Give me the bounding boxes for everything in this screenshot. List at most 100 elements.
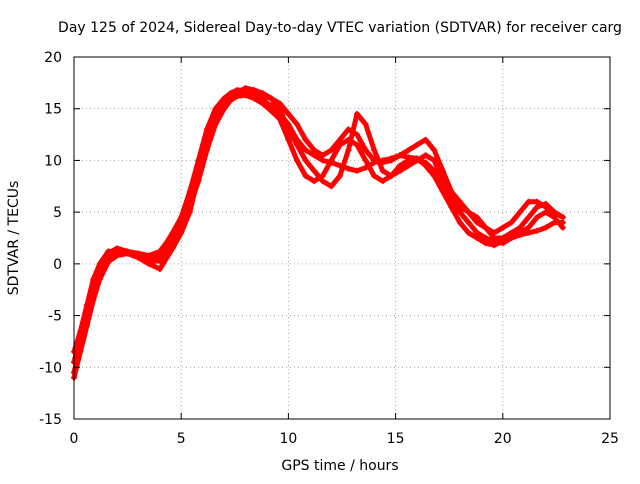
series-line bbox=[71, 85, 566, 381]
data-point bbox=[388, 172, 395, 179]
data-point bbox=[345, 126, 352, 133]
y-tick-label: 20 bbox=[44, 50, 62, 66]
data-point bbox=[534, 198, 541, 205]
plot-frame bbox=[73, 56, 611, 420]
data-point bbox=[96, 276, 103, 283]
data-point bbox=[203, 141, 210, 148]
data-point bbox=[293, 141, 300, 148]
data-point bbox=[354, 141, 361, 148]
data-point bbox=[465, 229, 472, 236]
y-tick-label: -10 bbox=[39, 360, 62, 376]
data-point bbox=[302, 172, 309, 179]
x-tick-label: 25 bbox=[601, 431, 619, 447]
data-point bbox=[90, 297, 97, 304]
data-point bbox=[268, 107, 275, 114]
data-point bbox=[362, 147, 369, 154]
data-point bbox=[242, 85, 249, 92]
data-point bbox=[508, 219, 515, 226]
data-point bbox=[491, 235, 498, 241]
data-point bbox=[396, 167, 403, 174]
data-point bbox=[422, 159, 429, 166]
data-point bbox=[534, 214, 541, 221]
data-point bbox=[396, 152, 403, 159]
tick-marks bbox=[73, 56, 611, 420]
data-point bbox=[178, 229, 185, 236]
data-point bbox=[96, 260, 103, 267]
data-point bbox=[163, 255, 170, 262]
data-point bbox=[414, 141, 421, 148]
data-point bbox=[311, 167, 318, 174]
data-point bbox=[336, 136, 343, 143]
data-point bbox=[212, 105, 219, 112]
data-point bbox=[336, 172, 343, 179]
data-point bbox=[405, 157, 412, 164]
x-axis-label: GPS time / hours bbox=[281, 458, 398, 474]
x-axis-tick-labels: 0 5 10 15 20 25 bbox=[70, 431, 619, 447]
data-point bbox=[233, 90, 240, 97]
data-point bbox=[516, 209, 523, 216]
data-point bbox=[328, 157, 335, 164]
data-point bbox=[302, 136, 309, 143]
data-point bbox=[336, 141, 343, 148]
data-point bbox=[508, 235, 515, 241]
data-point bbox=[285, 110, 292, 117]
data-point bbox=[508, 229, 515, 236]
data-point bbox=[448, 193, 455, 200]
data-point bbox=[465, 219, 472, 226]
data-point bbox=[221, 105, 228, 112]
data-point bbox=[90, 276, 97, 283]
data-point bbox=[83, 302, 90, 309]
data-point bbox=[534, 227, 541, 234]
data-point bbox=[105, 248, 112, 255]
data-point bbox=[302, 157, 309, 164]
data-point bbox=[388, 157, 395, 164]
data-point bbox=[559, 214, 566, 221]
data-point bbox=[474, 235, 481, 241]
data-point bbox=[156, 257, 163, 264]
data-point bbox=[542, 200, 549, 207]
x-tick-label: 20 bbox=[494, 431, 512, 447]
y-axis-label: SDTVAR / TECUs bbox=[6, 181, 22, 296]
data-point bbox=[422, 152, 429, 159]
data-point bbox=[379, 167, 386, 174]
data-point bbox=[319, 178, 326, 185]
data-point bbox=[354, 110, 361, 117]
data-point bbox=[439, 178, 446, 185]
y-tick-label: 10 bbox=[44, 153, 62, 169]
data-point bbox=[105, 258, 112, 265]
data-point bbox=[203, 126, 210, 133]
data-point bbox=[77, 328, 84, 335]
data-point bbox=[186, 209, 193, 216]
data-point bbox=[212, 121, 219, 128]
data-point bbox=[285, 136, 292, 143]
data-point bbox=[276, 105, 283, 112]
data-point bbox=[156, 248, 163, 255]
data-point bbox=[354, 167, 361, 174]
data-point bbox=[371, 172, 378, 179]
data-point bbox=[195, 172, 202, 179]
series-line bbox=[71, 92, 566, 355]
data-point bbox=[124, 250, 131, 257]
data-point bbox=[405, 147, 412, 154]
data-point bbox=[83, 322, 90, 329]
data-point bbox=[354, 131, 361, 138]
data-point bbox=[456, 219, 463, 226]
data-point bbox=[405, 162, 412, 169]
data-point bbox=[431, 147, 438, 154]
y-tick-label: 5 bbox=[53, 205, 62, 221]
data-point bbox=[414, 157, 421, 164]
series-track-d bbox=[71, 85, 566, 381]
data-point bbox=[534, 203, 541, 210]
data-point bbox=[319, 152, 326, 159]
x-tick-label: 10 bbox=[279, 431, 297, 447]
data-point bbox=[268, 95, 275, 102]
data-point bbox=[251, 87, 258, 94]
data-point bbox=[551, 214, 558, 221]
data-point bbox=[379, 178, 386, 185]
data-point bbox=[227, 95, 234, 102]
data-point bbox=[146, 252, 153, 259]
data-point bbox=[163, 240, 170, 247]
y-tick-label: 15 bbox=[44, 102, 62, 118]
